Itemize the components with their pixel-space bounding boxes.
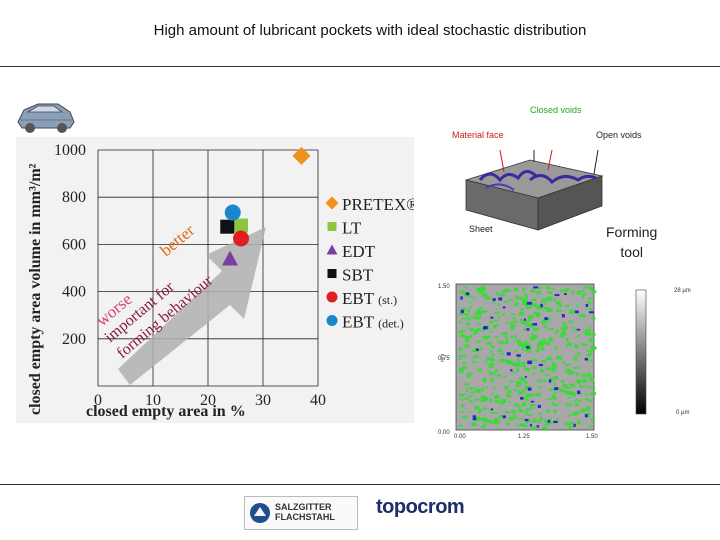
x-tick-label: 0 [94, 392, 102, 409]
data-point [224, 204, 241, 221]
legend-label: EBT (det.) [342, 313, 404, 332]
legend-marker [325, 196, 339, 210]
surface-heatmap: 1.50 0.75 0.00 mm 0.00 1.25 1.50 28 µm 0… [438, 283, 691, 440]
x-tick-label: 10 [145, 392, 161, 409]
y-tick-label: 400 [62, 284, 86, 301]
data-point [220, 219, 235, 234]
x-tick-label: 30 [255, 392, 271, 409]
y-tick-label: 800 [62, 189, 86, 206]
heatmap-y-tick: 1.50 [438, 284, 450, 290]
car-body-icon [17, 103, 75, 133]
salzgitter-line1: SALZGITTER [275, 502, 332, 512]
heatmap-y-tick: 0.00 [438, 430, 450, 436]
arrow-better-label: better [156, 220, 198, 260]
scatter-chart: better worse important for forming behav… [16, 137, 414, 423]
legend-marker [326, 244, 338, 255]
heatmap-x-tick: 1.25 [518, 434, 530, 440]
salzgitter-logo: SALZGITTER FLACHSTAHL [244, 496, 358, 530]
y-tick-label: 600 [62, 236, 86, 253]
y-tick-label: 1000 [54, 142, 86, 159]
scale-bottom-label: 0 µm [676, 410, 689, 416]
data-point [233, 230, 249, 247]
data-point [234, 218, 248, 233]
material-face-label: Material face [452, 130, 504, 140]
x-tick-label: 20 [200, 392, 216, 409]
forming-tool-label: Forming tool [606, 222, 657, 262]
forming-tool-line1: Forming [606, 224, 658, 240]
data-point [292, 146, 311, 165]
data-point [222, 250, 238, 266]
legend-marker [326, 291, 338, 303]
closed-voids-label: Closed voids [530, 105, 582, 115]
open-voids-label: Open voids [596, 130, 642, 140]
footer-divider [0, 484, 720, 485]
sheet-label: Sheet [469, 224, 493, 234]
legend-label: LT [342, 219, 362, 238]
x-tick-label: 40 [310, 392, 326, 409]
y-tick-label: 200 [62, 331, 86, 348]
legend-label: EBT (st.) [342, 289, 397, 308]
salzgitter-line2: FLACHSTAHL [275, 512, 335, 522]
legend-label: PRETEX® [342, 195, 414, 214]
heatmap-x-tick: 1.50 [586, 434, 598, 440]
scatter-chart-svg: better worse important for forming behav… [27, 142, 414, 420]
x-axis-label: closed empty area in % [86, 403, 246, 420]
heatmap-y-unit: mm [440, 354, 446, 362]
improvement-arrow [118, 227, 266, 385]
y-axis-label: closed empty area volume in mm³/m² [27, 163, 44, 415]
scale-top-label: 28 µm [674, 288, 691, 294]
legend-label: EDT [342, 242, 376, 261]
grayscale-colorbar [635, 289, 647, 415]
heatmap-x-tick: 0.00 [454, 434, 466, 440]
legend-label: SBT [342, 266, 374, 285]
salzgitter-emblem-icon [250, 503, 270, 523]
topocrom-logo: topocrom [376, 496, 465, 518]
surface-3d-illustration [464, 150, 604, 231]
header-divider [0, 66, 720, 67]
legend-marker [326, 315, 338, 326]
forming-tool-line2: tool [620, 244, 643, 260]
heatmap-y-tick: 0.75 [438, 356, 450, 362]
legend-marker [327, 222, 337, 231]
page-title: High amount of lubricant pockets with id… [153, 22, 587, 39]
legend-marker [327, 269, 337, 278]
